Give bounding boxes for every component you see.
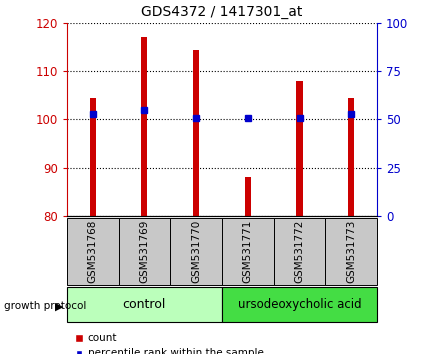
Bar [347,98,353,216]
Text: control: control [123,298,166,311]
Text: GSM531768: GSM531768 [87,219,98,283]
Bar [244,177,250,216]
Bar [67,287,221,322]
Bar [170,218,221,285]
Text: GSM531770: GSM531770 [190,220,201,283]
Bar [118,218,170,285]
Bar [67,218,118,285]
Bar [193,50,199,216]
Text: GSM531771: GSM531771 [242,219,252,283]
Text: ▶: ▶ [55,301,64,311]
Legend: count, percentile rank within the sample: count, percentile rank within the sample [72,329,267,354]
Text: GSM531772: GSM531772 [294,219,304,283]
Bar [296,81,302,216]
Title: GDS4372 / 1417301_at: GDS4372 / 1417301_at [141,5,302,19]
Text: ursodeoxycholic acid: ursodeoxycholic acid [237,298,360,311]
Text: GSM531773: GSM531773 [345,219,356,283]
Bar [141,38,147,216]
Bar [221,287,376,322]
Bar [273,218,325,285]
Text: growth protocol: growth protocol [4,301,86,311]
Bar [221,218,273,285]
Text: GSM531769: GSM531769 [139,219,149,283]
Bar [89,98,95,216]
Bar [325,218,376,285]
